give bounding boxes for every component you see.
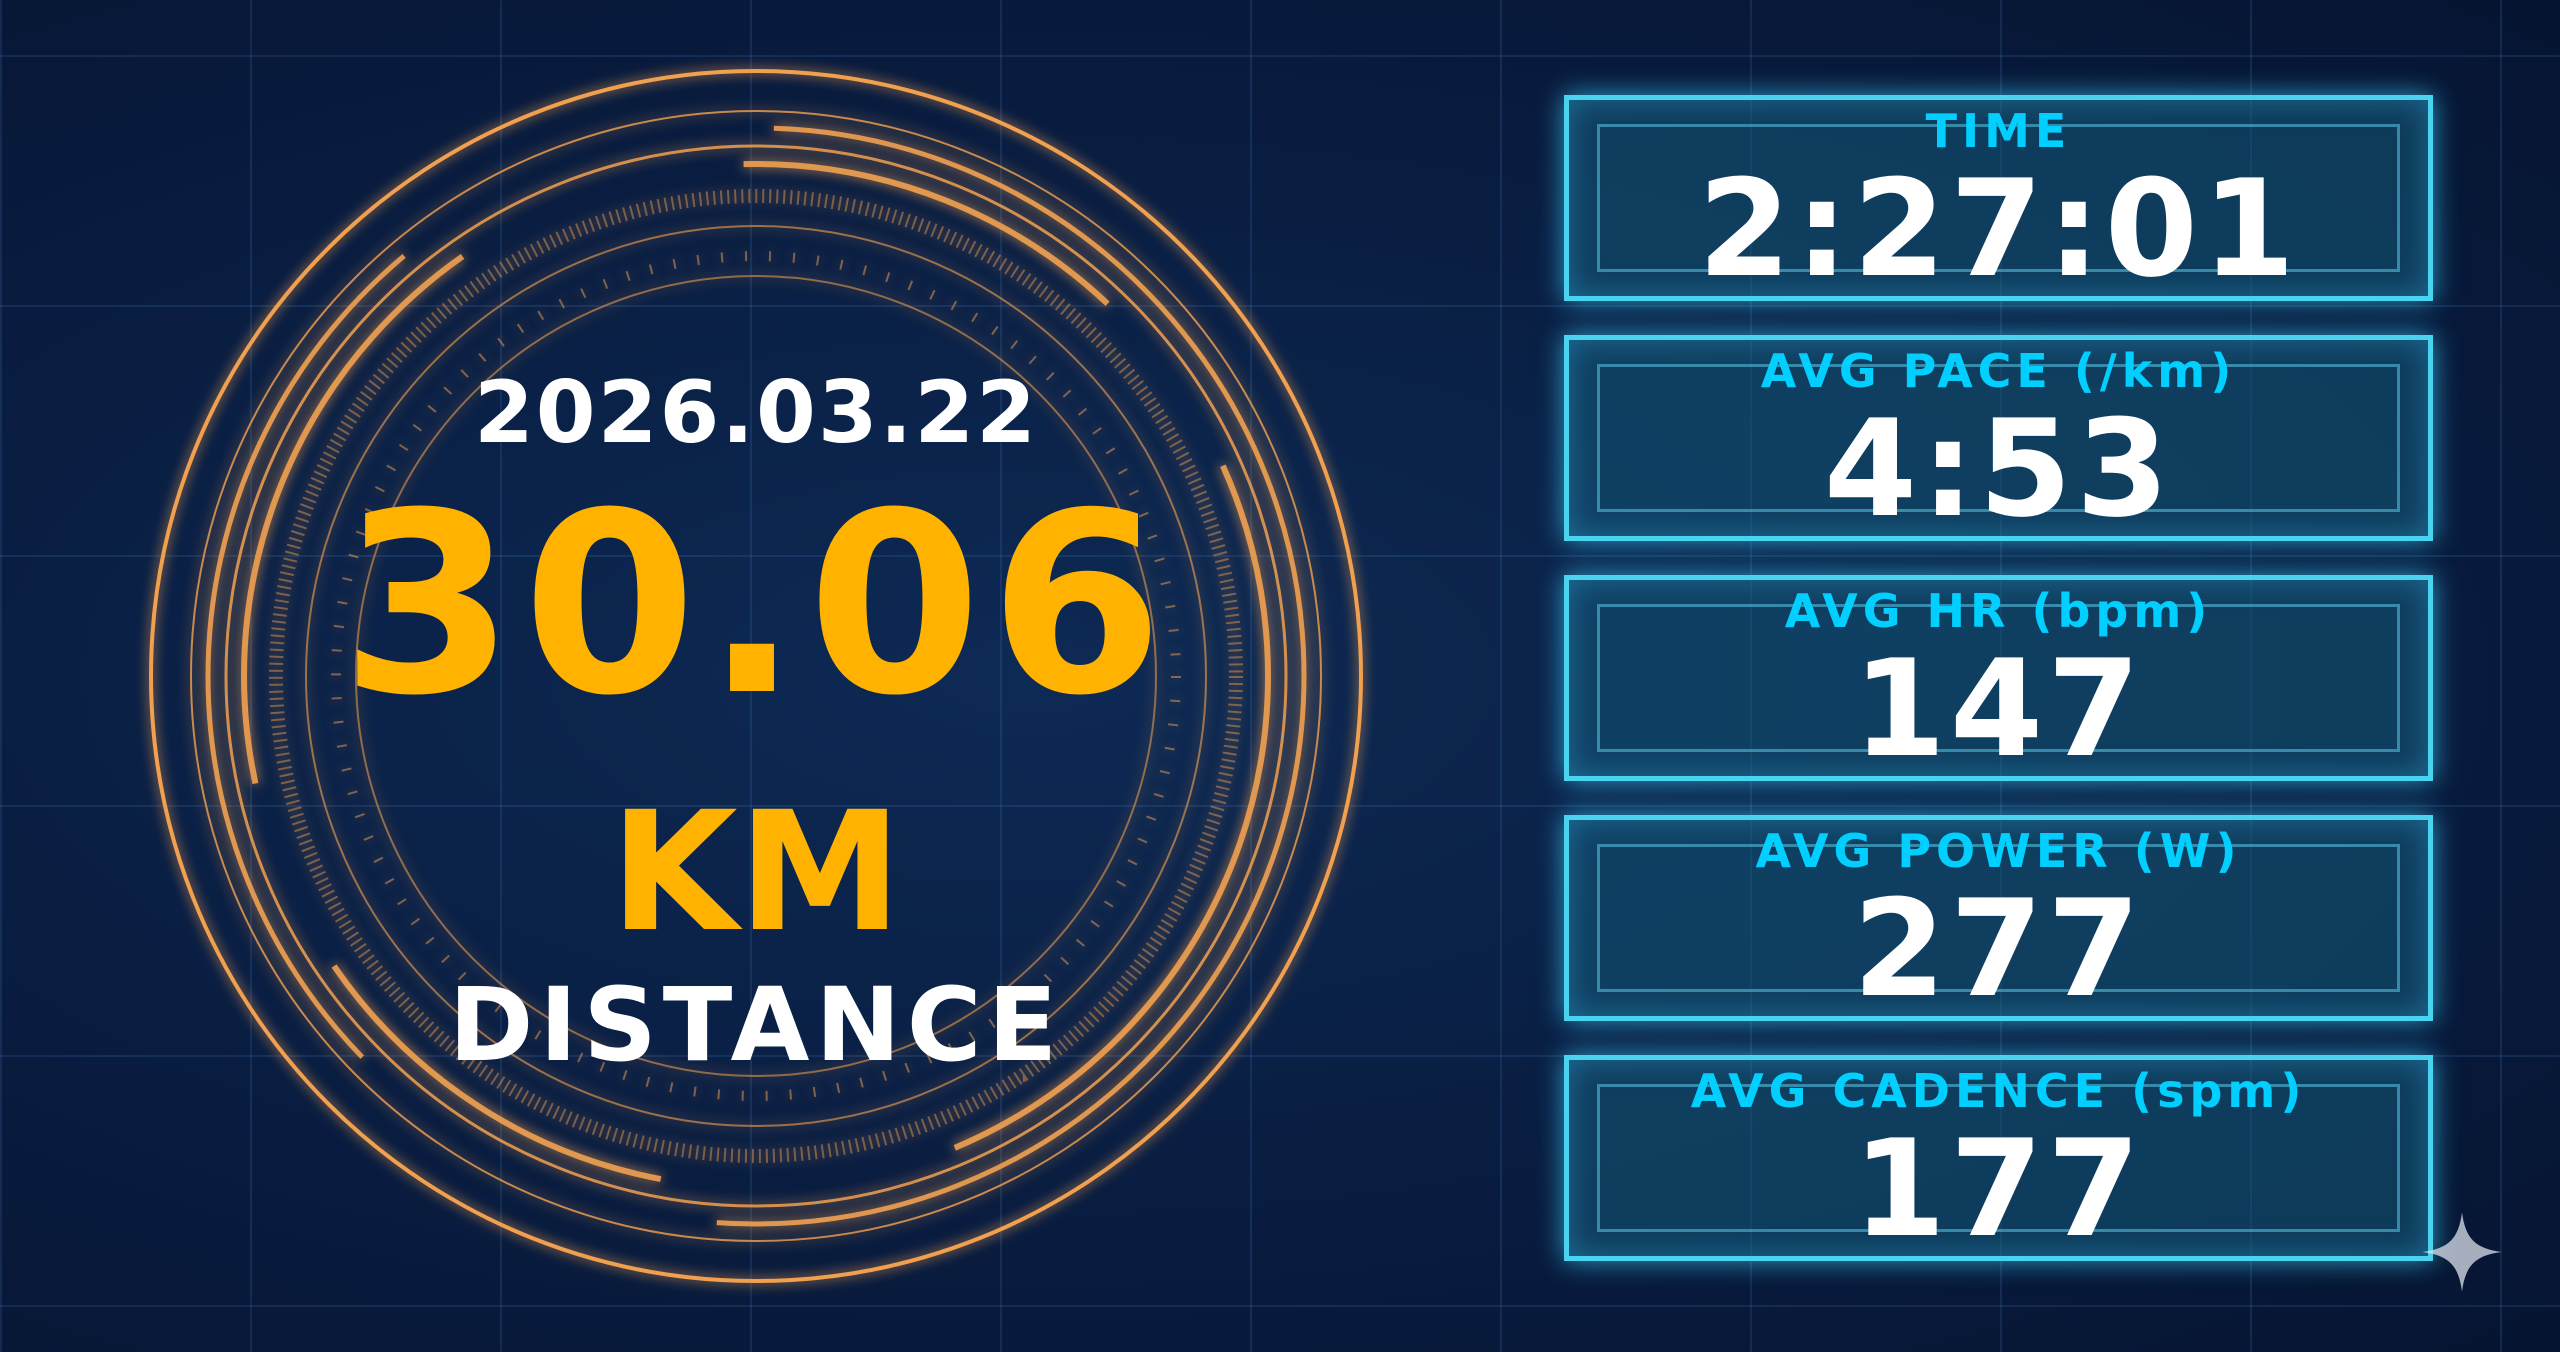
distance-value: 30.06 <box>340 459 1172 750</box>
activity-date: 2026.03.22 <box>473 363 1039 463</box>
distance-unit: KM <box>609 776 903 968</box>
stat-label: AVG PACE (/km) <box>1760 344 2237 398</box>
stat-label: AVG HR (bpm) <box>1784 584 2213 638</box>
stat-label: AVG CADENCE (spm) <box>1690 1064 2307 1118</box>
stat-panel-time: TIME 2:27:01 <box>1564 95 2433 301</box>
orange-ring-gauge <box>149 69 1363 1283</box>
stat-value: 177 <box>1852 1111 2145 1267</box>
sparkle-icon <box>2422 1212 2502 1292</box>
stat-value: 2:27:01 <box>1697 151 2300 307</box>
stat-value: 147 <box>1852 631 2145 787</box>
stat-label: TIME <box>1925 104 2072 158</box>
stat-panel-avg-power: AVG POWER (W) 277 <box>1564 815 2433 1021</box>
distance-label: DISTANCE <box>448 966 1064 1085</box>
stat-panel-avg-cadence: AVG CADENCE (spm) 177 <box>1564 1055 2433 1261</box>
stat-panel-avg-hr: AVG HR (bpm) 147 <box>1564 575 2433 781</box>
stat-panel-avg-pace: AVG PACE (/km) 4:53 <box>1564 335 2433 541</box>
stat-label: AVG POWER (W) <box>1755 824 2242 878</box>
stat-value: 277 <box>1852 871 2145 1027</box>
stat-value: 4:53 <box>1823 391 2174 547</box>
